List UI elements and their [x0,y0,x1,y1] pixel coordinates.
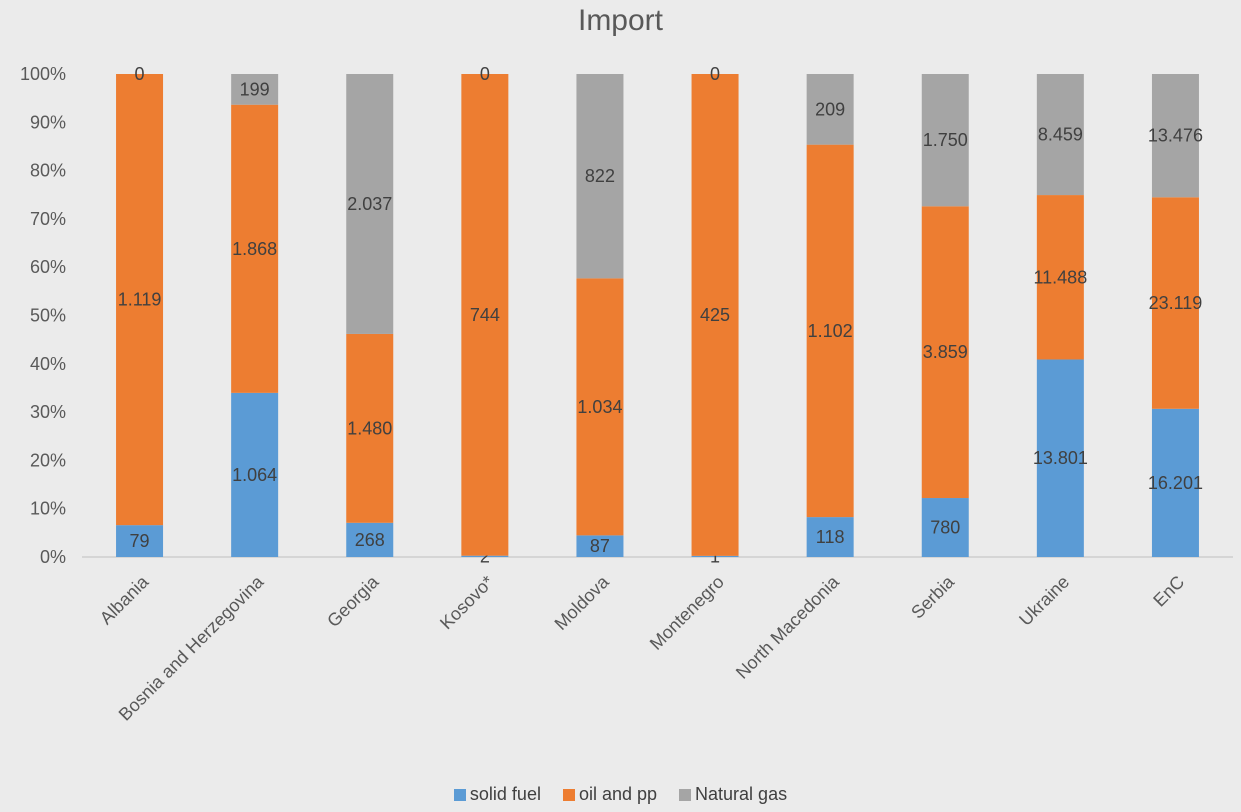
bar-segment [231,392,279,557]
data-label: 1 [710,546,720,566]
data-label: 23.119 [1149,293,1203,313]
bar-segment [1151,408,1199,557]
legend-swatch [679,788,692,801]
bar-segment [921,498,969,557]
chart-plot: 0% 10% 20% 30% 40% 50% 60% 70% 80% 90% 100% 79 1.119… [20,64,1233,725]
data-label: 118 [816,527,845,547]
bar-segment [461,555,509,557]
chart-title: Import [577,4,664,37]
legend: solid fuel oil and pp Natural gas [0,784,1241,805]
x-tick-label: Serbia [907,571,959,623]
data-label: 11.488 [1033,267,1087,287]
data-label: 425 [700,305,730,325]
x-tick-label: Kosovo* [436,572,498,634]
bar-segment [346,522,394,557]
data-label: 8.459 [1038,125,1083,145]
y-tick-label: 40% [30,354,66,374]
bar-segment [116,74,164,526]
legend-item: solid fuel [453,784,541,805]
data-label: 1.868 [232,239,277,259]
data-label: 0 [710,64,720,84]
data-label: 199 [240,79,270,99]
legend-swatch [453,788,466,801]
data-label: 1.480 [347,418,392,438]
data-label: 2 [480,546,490,566]
x-tick-label: Moldova [551,571,614,634]
bar-segment [116,525,164,557]
x-tick-label: Albania [96,571,153,628]
bar-segment [1036,74,1084,196]
data-label: 79 [130,531,150,551]
legend-item: Natural gas [679,784,787,805]
x-tick-label: EnC [1149,572,1188,611]
data-label: 744 [470,305,500,325]
data-label: 822 [585,166,615,186]
bar-segment [576,278,624,536]
bar-segment [231,74,279,105]
y-tick-label: 20% [30,450,66,470]
bar-segment [1036,359,1084,557]
bar-segment [576,535,624,557]
x-tick-label: Ukraine [1015,572,1073,630]
y-tick-label: 30% [30,402,66,422]
bar-segment [346,74,394,334]
data-label: 1.102 [808,321,853,341]
data-label: 780 [930,518,960,538]
data-label: 2.037 [347,194,392,214]
bar-segment [806,517,854,557]
data-label: 268 [355,530,385,550]
y-tick-label: 10% [30,499,66,519]
y-tick-label: 80% [30,161,66,181]
bar-segment [921,74,969,207]
data-label: 3.859 [923,342,968,362]
y-tick-label: 90% [30,112,66,132]
bar-segment [921,206,969,499]
data-label: 1.750 [923,130,968,150]
data-label: 13.801 [1033,448,1088,468]
bar-segment [346,333,394,523]
data-label: 13.476 [1148,126,1203,146]
bar-segment [691,555,739,557]
x-tick-label: Georgia [323,571,383,631]
data-label: 209 [815,99,845,119]
bar-segment [1151,197,1199,409]
bar-segment [691,74,739,556]
data-label: 87 [590,536,610,556]
bar-segment [1036,195,1084,360]
y-tick-label: 60% [30,257,66,277]
bar-segment [461,74,509,556]
data-label: 0 [480,64,490,84]
legend-label: Natural gas [695,784,788,804]
legend-label: solid fuel [469,784,541,804]
legend-item: oil and pp [562,784,658,805]
bar-segment [806,144,854,518]
y-tick-label: 0% [40,547,66,567]
x-tick-label: North Macedonia [732,571,844,683]
data-label: 1.119 [118,290,162,310]
bar-segment [231,104,279,393]
bar-segment [806,74,854,145]
bar-segment [1151,74,1199,198]
y-tick-label: 70% [30,209,66,229]
y-tick-label: 50% [30,306,66,326]
data-label: 0 [135,64,145,84]
data-label: 16.201 [1148,473,1203,493]
x-tick-label: Montenegro [646,572,728,654]
legend-label: oil and pp [578,784,658,804]
bar-segment [576,74,624,279]
data-label: 1.064 [232,465,277,485]
y-tick-label: 100% [20,64,66,84]
legend-swatch [562,788,575,801]
data-label: 1.034 [577,397,622,417]
